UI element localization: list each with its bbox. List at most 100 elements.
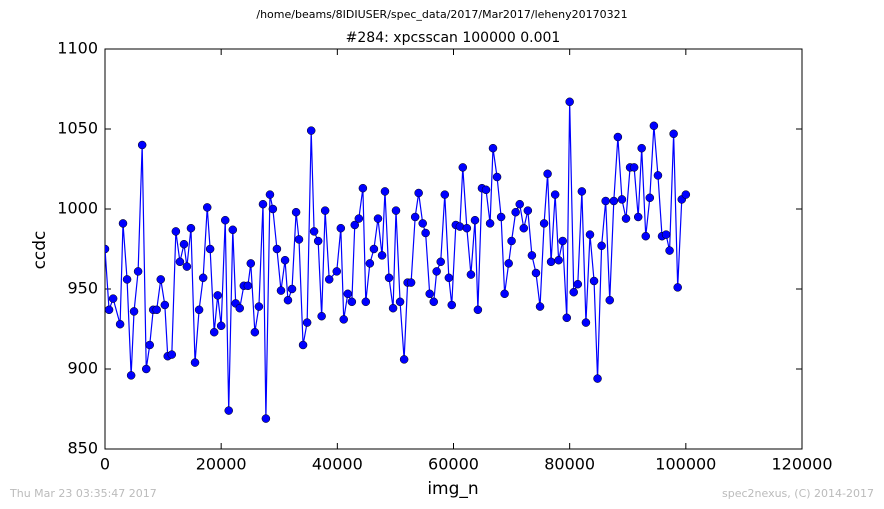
data-point bbox=[432, 267, 441, 276]
data-point bbox=[129, 307, 139, 316]
data-point bbox=[235, 303, 245, 313]
data-point bbox=[569, 287, 578, 297]
data-point bbox=[455, 222, 465, 231]
data-point bbox=[429, 297, 439, 307]
data-point bbox=[115, 319, 125, 329]
data-point bbox=[205, 244, 215, 254]
data-point bbox=[358, 183, 368, 193]
data-point bbox=[224, 406, 233, 415]
data-point bbox=[665, 246, 674, 255]
data-point bbox=[637, 143, 646, 153]
data-point bbox=[306, 126, 316, 135]
data-point bbox=[261, 414, 271, 423]
data-point bbox=[254, 302, 264, 311]
data-point bbox=[550, 190, 560, 199]
data-point bbox=[436, 257, 445, 267]
data-point bbox=[425, 289, 434, 299]
data-point bbox=[581, 318, 591, 327]
data-point bbox=[122, 275, 132, 284]
data-point bbox=[523, 206, 533, 215]
data-point bbox=[669, 129, 678, 139]
data-point bbox=[601, 196, 610, 206]
data-point bbox=[613, 132, 623, 142]
data-point bbox=[268, 204, 278, 214]
data-point bbox=[527, 251, 537, 260]
data-point bbox=[133, 267, 143, 276]
data-point bbox=[343, 289, 353, 299]
data-point bbox=[641, 231, 651, 241]
data-point bbox=[507, 236, 516, 246]
data-point bbox=[633, 212, 643, 222]
data-point bbox=[577, 187, 587, 196]
data-point bbox=[339, 315, 348, 324]
data-point bbox=[462, 223, 472, 233]
data-point bbox=[179, 239, 189, 249]
data-point bbox=[391, 206, 401, 215]
y-tick-label: 950 bbox=[67, 279, 98, 298]
data-point bbox=[186, 223, 196, 233]
x-tick-label: 20000 bbox=[196, 455, 247, 474]
x-tick-label: 0 bbox=[100, 455, 110, 474]
data-point bbox=[171, 227, 181, 236]
data-point bbox=[621, 214, 631, 223]
data-point bbox=[347, 297, 357, 307]
x-axis-label: img_n bbox=[427, 479, 478, 499]
data-point bbox=[194, 305, 204, 315]
footer-right: spec2nexus, (C) 2014-2017 bbox=[722, 487, 874, 500]
data-point bbox=[511, 207, 520, 217]
data-line bbox=[105, 101, 687, 419]
data-point bbox=[515, 199, 524, 209]
data-point bbox=[258, 199, 268, 209]
data-point bbox=[228, 225, 238, 235]
data-point bbox=[593, 374, 602, 383]
data-point bbox=[609, 196, 619, 206]
chart-title: #284: xpcsscan 100000 0.001 bbox=[346, 30, 561, 46]
data-point bbox=[152, 305, 161, 315]
data-point bbox=[216, 321, 226, 331]
data-point bbox=[291, 207, 301, 217]
data-point bbox=[504, 259, 513, 268]
data-point bbox=[320, 206, 330, 215]
data-point bbox=[369, 244, 379, 254]
x-tick-label: 100000 bbox=[655, 455, 716, 474]
data-point bbox=[500, 289, 509, 299]
data-point bbox=[661, 230, 671, 239]
data-point bbox=[276, 286, 286, 295]
data-point bbox=[653, 171, 663, 180]
data-point bbox=[105, 305, 114, 315]
data-point bbox=[365, 259, 375, 268]
data-point bbox=[324, 275, 334, 284]
data-point bbox=[167, 350, 177, 359]
y-axis-label: ccdc bbox=[30, 231, 50, 270]
x-tick-label: 120000 bbox=[771, 455, 832, 474]
x-tick-label: 60000 bbox=[428, 455, 479, 474]
data-point bbox=[418, 219, 427, 228]
data-point bbox=[354, 214, 364, 223]
data-point bbox=[388, 303, 398, 313]
data-point bbox=[202, 203, 212, 212]
data-point bbox=[182, 262, 192, 271]
data-point bbox=[470, 215, 480, 225]
data-point bbox=[410, 212, 420, 222]
data-point bbox=[597, 241, 606, 251]
data-point bbox=[302, 318, 312, 327]
data-point bbox=[458, 163, 468, 172]
data-point bbox=[589, 276, 599, 286]
data-point bbox=[380, 187, 390, 196]
data-point bbox=[414, 188, 423, 198]
data-point bbox=[156, 275, 166, 284]
data-point bbox=[377, 251, 387, 260]
data-point bbox=[440, 190, 450, 199]
data-point bbox=[645, 193, 655, 203]
data-point bbox=[272, 244, 282, 254]
data-point bbox=[585, 230, 595, 239]
data-point bbox=[562, 313, 572, 323]
y-tick-label: 850 bbox=[67, 439, 98, 458]
data-point bbox=[332, 267, 342, 276]
data-point bbox=[265, 190, 275, 199]
data-point bbox=[250, 327, 260, 337]
data-point bbox=[160, 300, 170, 310]
data-point bbox=[543, 169, 552, 179]
data-point bbox=[558, 236, 567, 246]
